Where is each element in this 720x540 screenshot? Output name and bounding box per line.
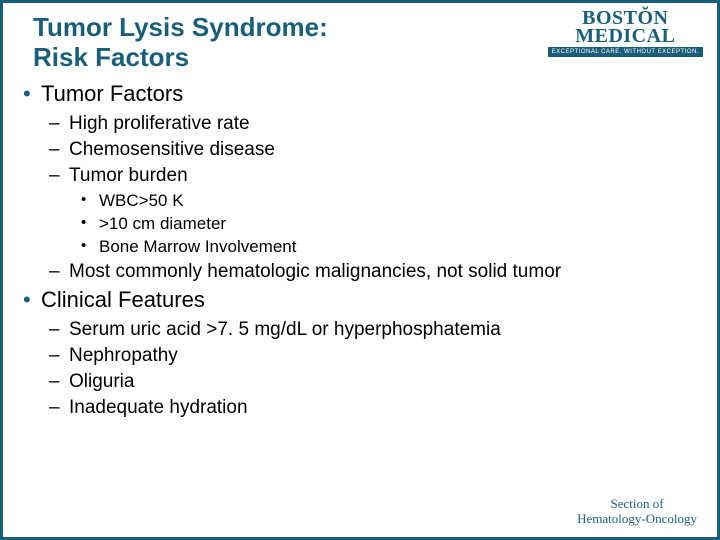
slide-content: Tumor Factors High proliferative rate Ch… (3, 79, 717, 419)
list-item: Chemosensitive disease (41, 139, 697, 161)
footer-line-1: Section of (577, 496, 697, 512)
bullet-text: Most commonly hematologic malignancies, … (69, 261, 561, 282)
brand-logo: BOSTŎN MEDICAL EXCEPTIONAL CARE. WITHOUT… (548, 9, 703, 57)
bullet-list: Tumor Factors High proliferative rate Ch… (23, 81, 697, 419)
bullet-text: Clinical Features (41, 287, 205, 312)
slide-footer: Section of Hematology-Oncology (577, 496, 697, 527)
bullet-text: Bone Marrow Involvement (99, 237, 296, 256)
logo-tagline: EXCEPTIONAL CARE. WITHOUT EXCEPTION. (548, 47, 703, 57)
list-item: >10 cm diameter (69, 214, 697, 234)
bullet-text: WBC>50 K (99, 191, 184, 210)
bullet-text: >10 cm diameter (99, 214, 226, 233)
bullet-text: Nephropathy (69, 345, 178, 366)
slide-header: Tumor Lysis Syndrome: Risk Factors BOSTŎ… (3, 3, 717, 79)
bullet-text: High proliferative rate (69, 113, 250, 134)
list-item: Clinical Features Serum uric acid >7. 5 … (23, 287, 697, 419)
list-item: Tumor burden WBC>50 K >10 cm diameter Bo… (41, 165, 697, 257)
bullet-text: Tumor Factors (41, 81, 183, 106)
list-item: Nephropathy (41, 345, 697, 367)
bullet-text: Oliguria (69, 371, 134, 392)
list-item: Tumor Factors High proliferative rate Ch… (23, 81, 697, 283)
bullet-text: Inadequate hydration (69, 397, 248, 418)
list-item: Bone Marrow Involvement (69, 237, 697, 257)
logo-line-2: MEDICAL (548, 27, 703, 45)
list-item: Inadequate hydration (41, 397, 697, 419)
bullet-text: Serum uric acid >7. 5 mg/dL or hyperphos… (69, 319, 501, 340)
footer-line-2: Hematology-Oncology (577, 511, 697, 527)
bullet-text: Chemosensitive disease (69, 139, 275, 160)
list-item: Oliguria (41, 371, 697, 393)
list-item: Serum uric acid >7. 5 mg/dL or hyperphos… (41, 319, 697, 341)
list-item: WBC>50 K (69, 191, 697, 211)
list-item: Most commonly hematologic malignancies, … (41, 261, 697, 283)
bullet-text: Tumor burden (69, 165, 188, 186)
list-item: High proliferative rate (41, 113, 697, 135)
